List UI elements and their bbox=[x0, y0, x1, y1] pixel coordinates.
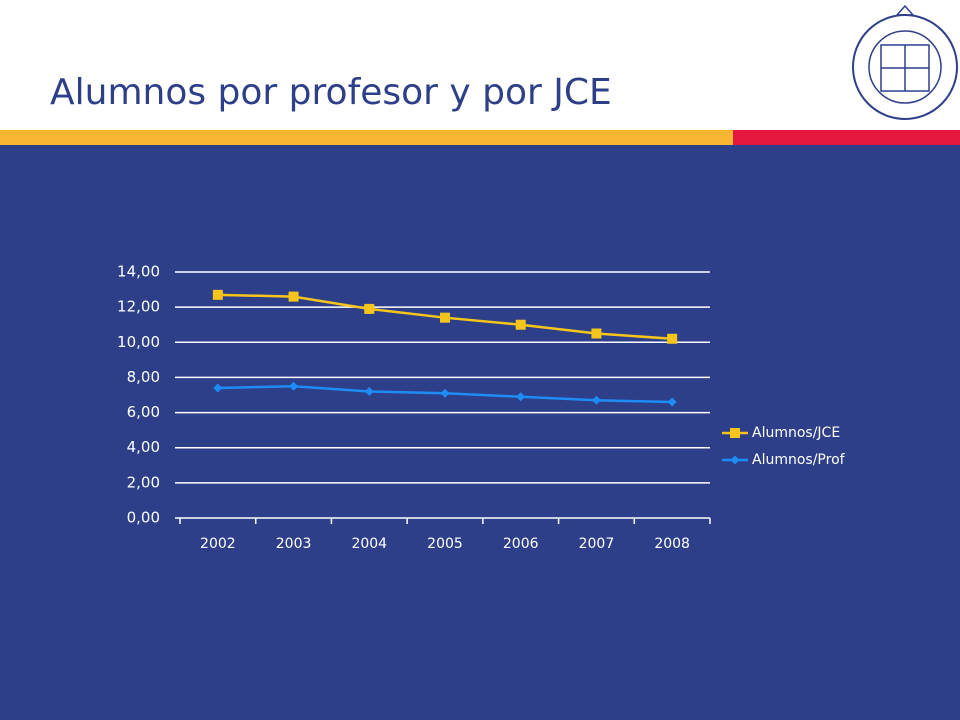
point bbox=[288, 291, 299, 302]
legend-marker bbox=[730, 455, 740, 465]
point bbox=[440, 312, 450, 323]
legend-label: Alumnos/Prof bbox=[752, 452, 846, 468]
y-tick-label: 2,00 bbox=[127, 473, 160, 491]
x-tick-label: 2006 bbox=[503, 536, 539, 552]
point bbox=[591, 395, 601, 405]
stripe-red bbox=[733, 130, 960, 145]
point bbox=[440, 388, 450, 398]
x-tick-label: 2003 bbox=[276, 536, 312, 552]
logo bbox=[852, 4, 958, 120]
point bbox=[667, 397, 677, 407]
point bbox=[213, 383, 223, 393]
y-tick-label: 8,00 bbox=[127, 368, 160, 386]
x-tick-label: 2004 bbox=[351, 536, 387, 552]
legend-marker bbox=[730, 428, 740, 438]
y-tick-label: 6,00 bbox=[127, 403, 160, 421]
stripe-yellow bbox=[0, 130, 733, 145]
y-tick-label: 10,00 bbox=[117, 333, 160, 351]
point bbox=[516, 392, 526, 402]
slide-title: Alumnos por profesor y por JCE bbox=[50, 72, 612, 113]
x-tick-label: 2008 bbox=[654, 536, 690, 552]
background bbox=[0, 145, 960, 720]
x-tick-label: 2005 bbox=[427, 536, 463, 552]
point bbox=[289, 381, 299, 391]
point bbox=[667, 333, 678, 344]
y-tick-label: 12,00 bbox=[117, 298, 160, 316]
legend-label: Alumnos/JCE bbox=[752, 425, 840, 441]
x-tick-label: 2002 bbox=[200, 536, 236, 552]
point bbox=[364, 386, 374, 396]
y-tick-label: 14,00 bbox=[117, 263, 160, 281]
x-tick-label: 2007 bbox=[579, 536, 615, 552]
point bbox=[364, 303, 375, 314]
y-tick-label: 0,00 bbox=[127, 509, 160, 527]
y-tick-label: 4,00 bbox=[127, 438, 160, 456]
point bbox=[212, 289, 223, 300]
point bbox=[591, 328, 602, 339]
point bbox=[515, 319, 526, 330]
